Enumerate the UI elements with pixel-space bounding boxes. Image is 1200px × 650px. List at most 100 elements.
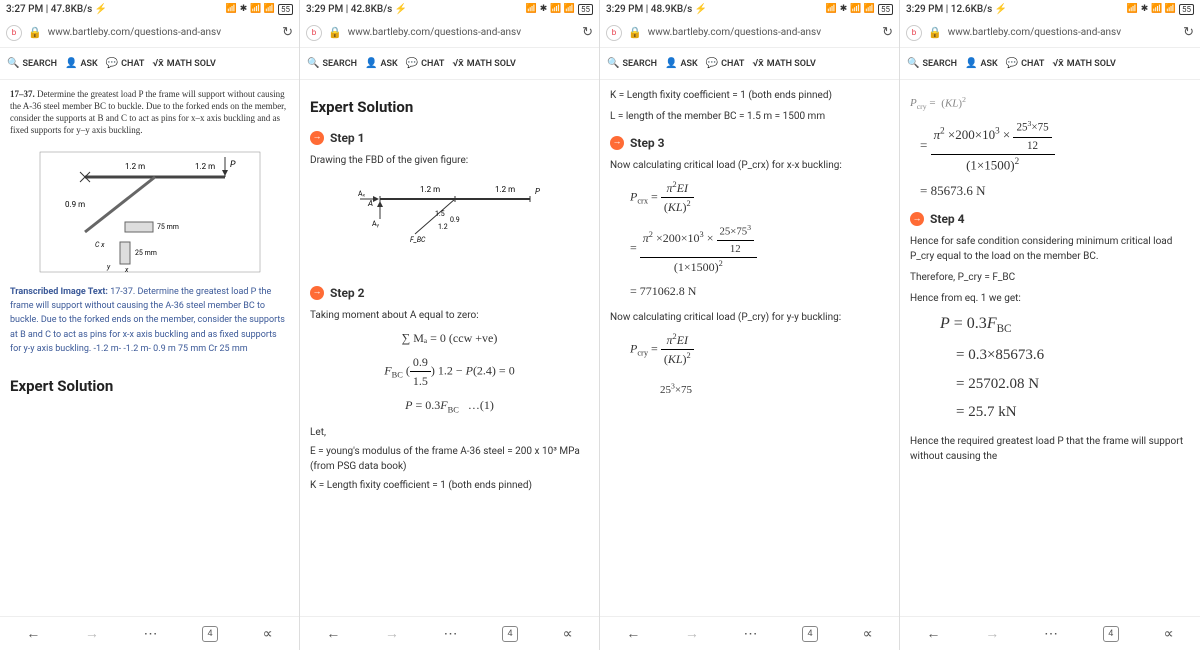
bottom-nav: ← → ⋯ 4 ∝ [0, 616, 299, 650]
problem-statement: 17–37. Determine the greatest load P the… [10, 88, 289, 137]
url-bar[interactable]: b 🔒 www.bartleby.com/questions-and-ansv … [0, 18, 299, 48]
status-time: 3:29 PM | 42.8KB/s ⚡ [306, 4, 407, 15]
status-bar: 3:27 PM | 47.8KB/s ⚡ 📶 ✱ 📶 📶 55 [0, 0, 299, 18]
back-icon[interactable]: ← [926, 625, 940, 642]
pane-4: 3:29 PM | 12.6KB/s ⚡ 📶✱📶 📶55 b 🔒 www.bar… [900, 0, 1200, 650]
pcrx-text: Now calculating critical load (P_crx) fo… [610, 158, 889, 173]
refresh-icon[interactable]: ↻ [582, 25, 593, 40]
forward-icon[interactable]: → [985, 625, 999, 642]
pcrx-result: = 771062.8 N [630, 282, 889, 300]
url-bar[interactable]: b 🔒 www.bartleby.com/questions-and-ansv … [600, 18, 899, 48]
svg-text:1.2 m: 1.2 m [420, 185, 440, 194]
url-bar[interactable]: b 🔒 www.bartleby.com/questions-and-ansv … [900, 18, 1200, 48]
k-coeff: K = Length fixity coefficient = 1 (both … [310, 478, 589, 493]
refresh-icon[interactable]: ↻ [1183, 25, 1194, 40]
share-icon[interactable]: ∝ [863, 626, 873, 642]
therefore: Therefore, P_cry = F_BC [910, 270, 1190, 285]
share-icon[interactable]: ∝ [1164, 626, 1174, 642]
tab-chat[interactable]: 💬CHAT [703, 56, 748, 71]
tab-search[interactable]: 🔍SEARCH [604, 56, 660, 71]
arrow-icon: → [310, 131, 324, 145]
url-text: www.bartleby.com/questions-and-ansv [648, 27, 876, 38]
pcry-result: = 85673.6 N [920, 181, 1190, 201]
dim-1.2m-a: 1.2 m [125, 162, 145, 171]
eq-p-fbc: P = 0.3FBC …(1) [310, 396, 589, 417]
forward-icon[interactable]: → [385, 625, 399, 642]
share-icon[interactable]: ∝ [263, 626, 273, 642]
fbd-diagram: 1.2 m 1.2 m P A Aₓ Aᵧ 1.5 0.9 1.2 F_BC [340, 174, 560, 274]
eq-pcry-top: Pcry = (KL)2 [910, 94, 1190, 112]
back-icon[interactable]: ← [626, 625, 640, 642]
nav-tabs: 🔍SEARCH 👤ASK 💬CHAT √x̄MATH SOLV [600, 48, 899, 80]
expert-solution-heading: Expert Solution [10, 375, 289, 398]
tab-math[interactable]: √x̄MATH SOLV [1049, 56, 1118, 71]
tab-ask[interactable]: 👤ASK [962, 56, 1001, 71]
arrow-icon: → [910, 212, 924, 226]
wifi-icon: 📶 [226, 4, 237, 14]
tab-math[interactable]: √x̄MATH SOLV [449, 56, 518, 71]
svg-text:0.9: 0.9 [450, 216, 460, 224]
signal-icon: 📶 📶 [250, 4, 275, 14]
svg-text:75 mm: 75 mm [157, 223, 179, 231]
site-icon: b [906, 25, 922, 41]
bottom-nav: ← → ⋯ 4 ∝ [900, 616, 1200, 650]
bluetooth-icon: ✱ [240, 4, 248, 14]
tab-math[interactable]: √x̄MATH SOLV [149, 56, 218, 71]
tab-search[interactable]: 🔍SEARCH [4, 56, 60, 71]
content-pane-4: Pcry = (KL)2 = π2 ×200×103 × 253×7512 (1… [900, 80, 1200, 616]
expert-solution-heading: Expert Solution [310, 96, 589, 119]
status-bar: 3:29 PM | 42.8KB/s ⚡ 📶✱📶 📶55 [300, 0, 599, 18]
tabs-count[interactable]: 4 [1103, 626, 1119, 642]
transcribed-text: Transcribed Image Text: 17-37. Determine… [10, 285, 289, 357]
search-icon: 🔍 [7, 58, 19, 69]
forward-icon[interactable]: → [685, 625, 699, 642]
back-icon[interactable]: ← [26, 625, 40, 642]
menu-icon[interactable]: ⋯ [143, 626, 157, 642]
tabs-count[interactable]: 4 [202, 626, 218, 642]
bottom-nav: ← → ⋯ 4 ∝ [300, 616, 599, 650]
tab-chat[interactable]: 💬CHAT [1003, 56, 1048, 71]
tabs-count[interactable]: 4 [502, 626, 518, 642]
status-icons: 📶✱📶 📶55 [1127, 4, 1194, 15]
nav-tabs: 🔍SEARCH 👤ASK 💬CHAT √x̄MATH SOLV [900, 48, 1200, 80]
svg-text:1.2: 1.2 [438, 223, 448, 231]
tab-search[interactable]: 🔍SEARCH [904, 56, 960, 71]
share-icon[interactable]: ∝ [563, 626, 573, 642]
person-icon: 👤 [65, 58, 77, 69]
tab-ask[interactable]: 👤ASK [662, 56, 701, 71]
tab-ask[interactable]: 👤ASK [62, 56, 101, 71]
eq-fbc: FBC (0.91.5) 1.2 − P(2.4) = 0 [310, 353, 589, 390]
svg-text:0.9 m: 0.9 m [65, 200, 85, 209]
menu-icon[interactable]: ⋯ [743, 626, 757, 642]
status-icons: 📶✱📶 📶55 [826, 4, 893, 15]
menu-icon[interactable]: ⋯ [443, 626, 457, 642]
step-3-heading: →Step 3 [610, 134, 889, 152]
chat-icon: 💬 [106, 58, 118, 69]
site-icon: b [306, 25, 322, 41]
content-pane-1: 17–37. Determine the greatest load P the… [0, 80, 299, 616]
menu-icon[interactable]: ⋯ [1044, 626, 1058, 642]
tab-chat[interactable]: 💬CHAT [403, 56, 448, 71]
forward-icon[interactable]: → [85, 625, 99, 642]
url-text: www.bartleby.com/questions-and-ansv [48, 27, 276, 38]
pane-2: 3:29 PM | 42.8KB/s ⚡ 📶✱📶 📶55 b 🔒 www.bar… [300, 0, 600, 650]
bottom-nav: ← → ⋯ 4 ∝ [600, 616, 899, 650]
tab-search[interactable]: 🔍SEARCH [304, 56, 360, 71]
tab-ask[interactable]: 👤ASK [362, 56, 401, 71]
tab-chat[interactable]: 💬CHAT [103, 56, 148, 71]
safe-condition: Hence for safe condition considering min… [910, 234, 1190, 264]
eq-pcry: Pcry = π2EI(KL)2 [630, 331, 889, 368]
lock-icon: 🔒 [928, 26, 942, 39]
tab-math[interactable]: √x̄MATH SOLV [749, 56, 818, 71]
back-icon[interactable]: ← [326, 625, 340, 642]
hence-eq1: Hence from eq. 1 we get: [910, 291, 1190, 306]
refresh-icon[interactable]: ↻ [282, 25, 293, 40]
refresh-icon[interactable]: ↻ [882, 25, 893, 40]
tabs-count[interactable]: 4 [802, 626, 818, 642]
lock-icon: 🔒 [28, 26, 42, 39]
nav-tabs: 🔍SEARCH 👤ASK 💬CHAT √x̄MATH SOLV [0, 48, 299, 80]
step-2-text: Taking moment about A equal to zero: [310, 308, 589, 323]
svg-text:25 mm: 25 mm [135, 249, 157, 257]
step-1-text: Drawing the FBD of the given figure: [310, 153, 589, 168]
url-bar[interactable]: b 🔒 www.bartleby.com/questions-and-ansv … [300, 18, 599, 48]
